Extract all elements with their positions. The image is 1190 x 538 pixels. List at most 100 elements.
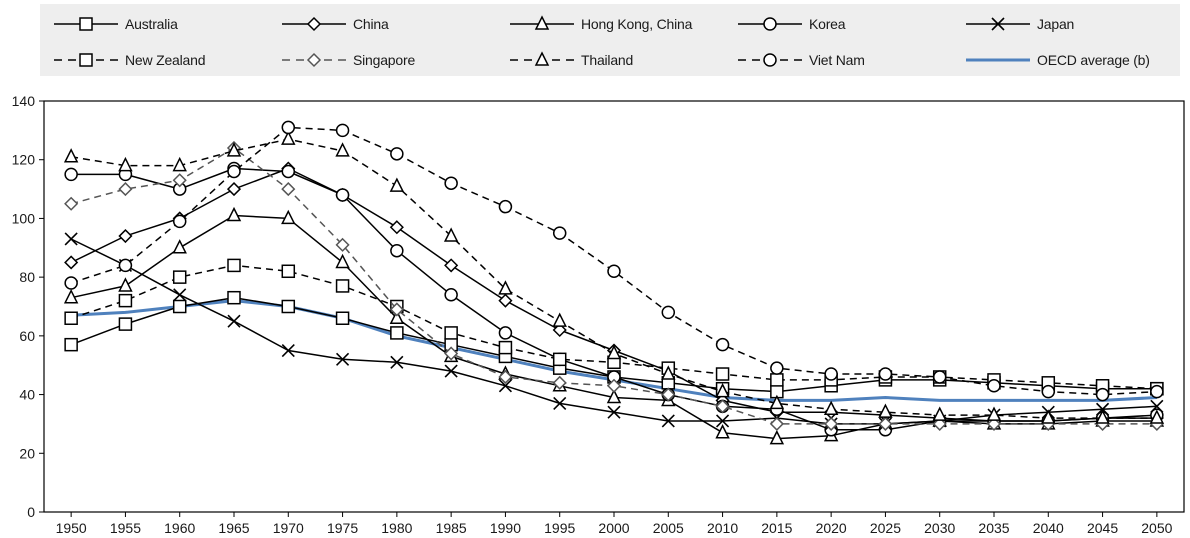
legend-label-china: China <box>353 16 389 32</box>
x-tick-label: 2020 <box>816 520 847 536</box>
legend-swatch-australia <box>54 17 118 31</box>
x-tick-label: 2030 <box>924 520 955 536</box>
data-point-hong-kong-china <box>335 253 350 269</box>
x-tick-label: 1950 <box>56 520 87 536</box>
data-point-viet-nam <box>824 367 838 381</box>
data-point-viet-nam <box>770 361 784 375</box>
legend-swatch-china <box>282 16 346 32</box>
legend-swatch-japan <box>966 17 1030 31</box>
data-point-china <box>226 182 242 197</box>
data-point-japan <box>607 405 621 419</box>
data-point-thailand <box>118 156 133 172</box>
x-tick-label: 1990 <box>490 520 521 536</box>
x-tick-label: 1970 <box>273 520 304 536</box>
x-tick-label: 2000 <box>598 520 629 536</box>
legend-label-new-zealand: New Zealand <box>125 52 206 68</box>
data-point-japan <box>553 396 567 410</box>
plot-frame <box>43 100 1185 513</box>
data-point-thailand <box>1041 409 1056 424</box>
data-point-thailand <box>389 177 405 192</box>
data-point-singapore <box>172 173 187 188</box>
series-line-hong-kong-china <box>70 214 1157 440</box>
data-point-thailand <box>335 142 350 157</box>
series-line-new-zealand <box>70 264 1157 390</box>
data-point-hong-kong-china <box>769 429 785 445</box>
data-point-thailand <box>281 130 296 145</box>
legend-item-viet-nam: Viet Nam <box>734 49 865 71</box>
data-point-japan <box>64 232 78 246</box>
data-point-korea <box>281 164 296 179</box>
y-tick-label: 40 <box>19 387 35 403</box>
x-tick-label: 2010 <box>707 520 738 536</box>
data-point-viet-nam <box>1041 384 1056 399</box>
data-point-singapore <box>498 369 513 385</box>
data-point-australia <box>172 299 187 314</box>
data-point-singapore <box>281 182 296 197</box>
x-tick-label: 2045 <box>1087 520 1118 536</box>
data-point-thailand <box>606 344 622 360</box>
legend-marker <box>306 16 322 32</box>
legend-label-hong-kong: Hong Kong, China <box>581 16 693 32</box>
x-tick-label: 1965 <box>218 520 249 536</box>
x-tick-label: 1960 <box>164 520 195 536</box>
data-point-viet-nam <box>552 226 567 240</box>
data-point-viet-nam <box>1150 384 1164 399</box>
data-point-singapore <box>824 416 839 431</box>
data-point-hong-kong-china <box>281 209 296 225</box>
data-point-thailand <box>932 406 947 421</box>
data-point-viet-nam <box>607 264 621 279</box>
data-point-thailand <box>661 365 676 380</box>
data-point-korea <box>335 188 350 202</box>
legend-label-korea: Korea <box>809 16 846 32</box>
data-point-viet-nam <box>390 147 404 161</box>
data-point-thailand <box>63 148 79 163</box>
data-point-australia <box>227 290 241 305</box>
data-point-korea <box>390 243 404 258</box>
legend-swatch-new-zealand <box>54 53 118 67</box>
series-thailand <box>63 130 1165 424</box>
data-point-singapore <box>878 416 893 431</box>
data-point-japan <box>661 414 675 428</box>
legend-item-singapore: Singapore <box>278 49 415 71</box>
data-point-singapore <box>552 375 567 390</box>
y-tick-label: 60 <box>19 328 35 344</box>
legend-marker <box>991 17 1005 31</box>
data-point-japan <box>281 343 295 358</box>
legend-label-viet-nam: Viet Nam <box>809 52 865 68</box>
data-point-singapore <box>986 416 1002 431</box>
data-point-china <box>389 220 404 235</box>
x-tick-label: 2035 <box>978 520 1009 536</box>
data-point-new-zealand <box>64 311 78 325</box>
data-point-viet-nam <box>987 379 1001 393</box>
legend-marker <box>79 17 93 31</box>
x-tick-label: 1995 <box>544 520 575 536</box>
data-point-viet-nam <box>661 305 676 320</box>
data-point-viet-nam <box>932 370 947 384</box>
data-point-japan <box>498 379 512 393</box>
data-point-new-zealand <box>335 279 350 293</box>
data-point-new-zealand <box>172 270 187 284</box>
series-viet-nam <box>64 120 1164 402</box>
data-point-hong-kong-china <box>172 239 187 254</box>
data-point-singapore <box>64 196 79 211</box>
data-point-new-zealand <box>118 293 133 308</box>
legend-marker <box>306 52 322 68</box>
data-point-new-zealand <box>552 352 567 367</box>
data-point-hong-kong-china <box>63 289 79 304</box>
data-point-china <box>552 322 567 338</box>
legend-marker <box>763 53 777 67</box>
legend-label-australia: Australia <box>125 16 178 32</box>
data-point-thailand <box>986 406 1002 421</box>
data-point-viet-nam <box>1095 387 1110 402</box>
y-tick-label: 0 <box>27 504 35 520</box>
data-point-singapore <box>118 182 133 197</box>
data-point-singapore <box>769 416 784 431</box>
data-point-korea <box>64 167 78 182</box>
legend-label-oecd-average: OECD average (b) <box>1037 52 1150 68</box>
x-tick-label: 2050 <box>1141 520 1172 536</box>
legend-item-australia: Australia <box>50 13 178 35</box>
y-tick-label: 80 <box>19 269 35 285</box>
data-point-singapore <box>389 302 404 317</box>
legend-label-thailand: Thailand <box>581 52 634 68</box>
